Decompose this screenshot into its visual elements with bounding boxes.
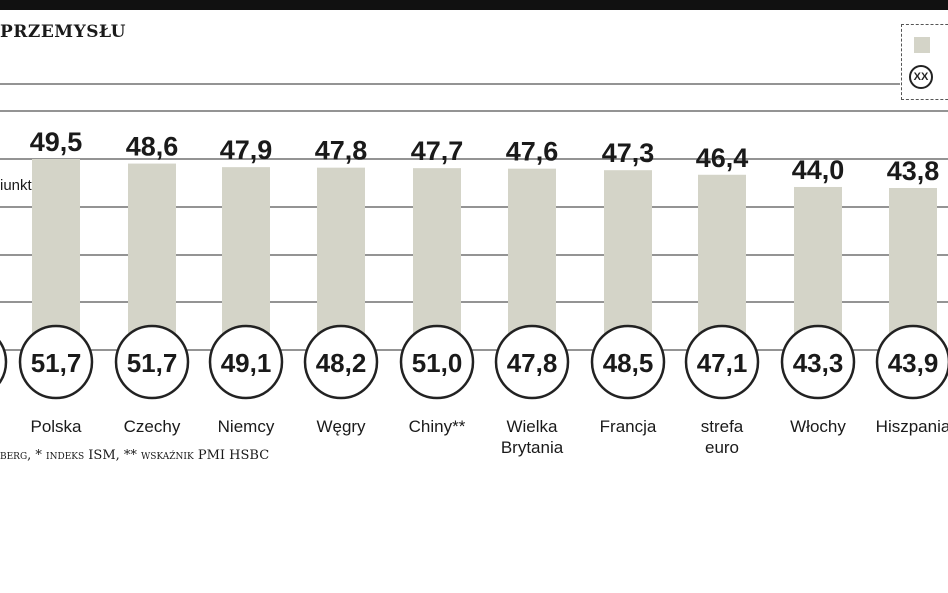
bar-3 [222,167,270,335]
category-label-8-1: euro [705,438,739,457]
category-label-6-0: Wielka [506,417,558,436]
circle-marker-4 [303,324,379,400]
circle-marker-9 [780,324,856,400]
bar-4 [317,167,365,335]
bar-value-label-3: 47,9 [220,135,273,165]
bar-value-label-6: 47,6 [506,137,559,167]
circle-value-label-8: 47,1 [697,348,748,378]
circle-value-label-1: 51,7 [31,348,82,378]
category-label-8-0: strefa [701,417,744,436]
circle-value-label-5: 51,0 [412,348,463,378]
circle-marker-0 [0,339,8,385]
circle-value-label-4: 48,2 [316,348,367,378]
source-footnote: berg, * indeks ISM, ** wskaźnik PMI HSBC [0,448,270,463]
category-label-3: Niemcy [218,417,275,436]
category-label-6-1: Brytania [501,438,564,457]
circle-value-label-10: 43,9 [888,348,939,378]
bar-value-label-1: 49,5 [30,127,83,157]
legend: XX [901,24,948,100]
bar-2 [128,163,176,335]
circle-marker-1 [18,324,94,400]
top-rule [0,0,948,10]
category-label-4: Węgry [316,417,366,436]
bar-5 [413,168,461,335]
bar-value-label-9: 44,0 [792,155,845,185]
circle-marker-7 [590,324,666,400]
circle-marker-6 [494,324,570,400]
bar-1 [32,159,80,335]
category-label-2: Czechy [124,417,181,436]
bar-value-label-10: 43,8 [887,156,940,186]
circle-marker-3 [208,324,284,400]
category-label-9: Włochy [790,417,846,436]
circle-marker-5 [399,324,475,400]
category-label-10: Hiszpania [876,417,948,436]
circle-marker-10 [875,324,948,400]
bar-6 [508,168,556,335]
circle-marker-2 [114,324,190,400]
category-label-1: Polska [30,417,82,436]
chart-title: PRZEMYSŁU [0,22,126,42]
category-label-5: Chiny** [409,417,466,436]
bar-value-label-8: 46,4 [696,143,749,173]
bar-9 [794,186,842,335]
legend-circle-marker: XX [909,65,933,89]
circle-value-label-2: 51,7 [127,348,178,378]
legend-bar-swatch [914,37,930,53]
bar-value-label-4: 47,8 [315,136,368,166]
bar-value-label-7: 47,3 [602,138,655,168]
circle-value-label-3: 49,1 [221,348,272,378]
circle-value-label-9: 43,3 [793,348,844,378]
bar-value-label-2: 48,6 [126,132,179,162]
circle-value-label-6: 47,8 [507,348,558,378]
circle-value-label-7: 48,5 [603,348,654,378]
bar-8 [698,174,746,335]
bar-value-label-5: 47,7 [411,136,464,166]
bar-7 [604,170,652,335]
circle-marker-8 [684,324,760,400]
category-label-7: Francja [600,417,657,436]
bar-10 [889,188,937,335]
